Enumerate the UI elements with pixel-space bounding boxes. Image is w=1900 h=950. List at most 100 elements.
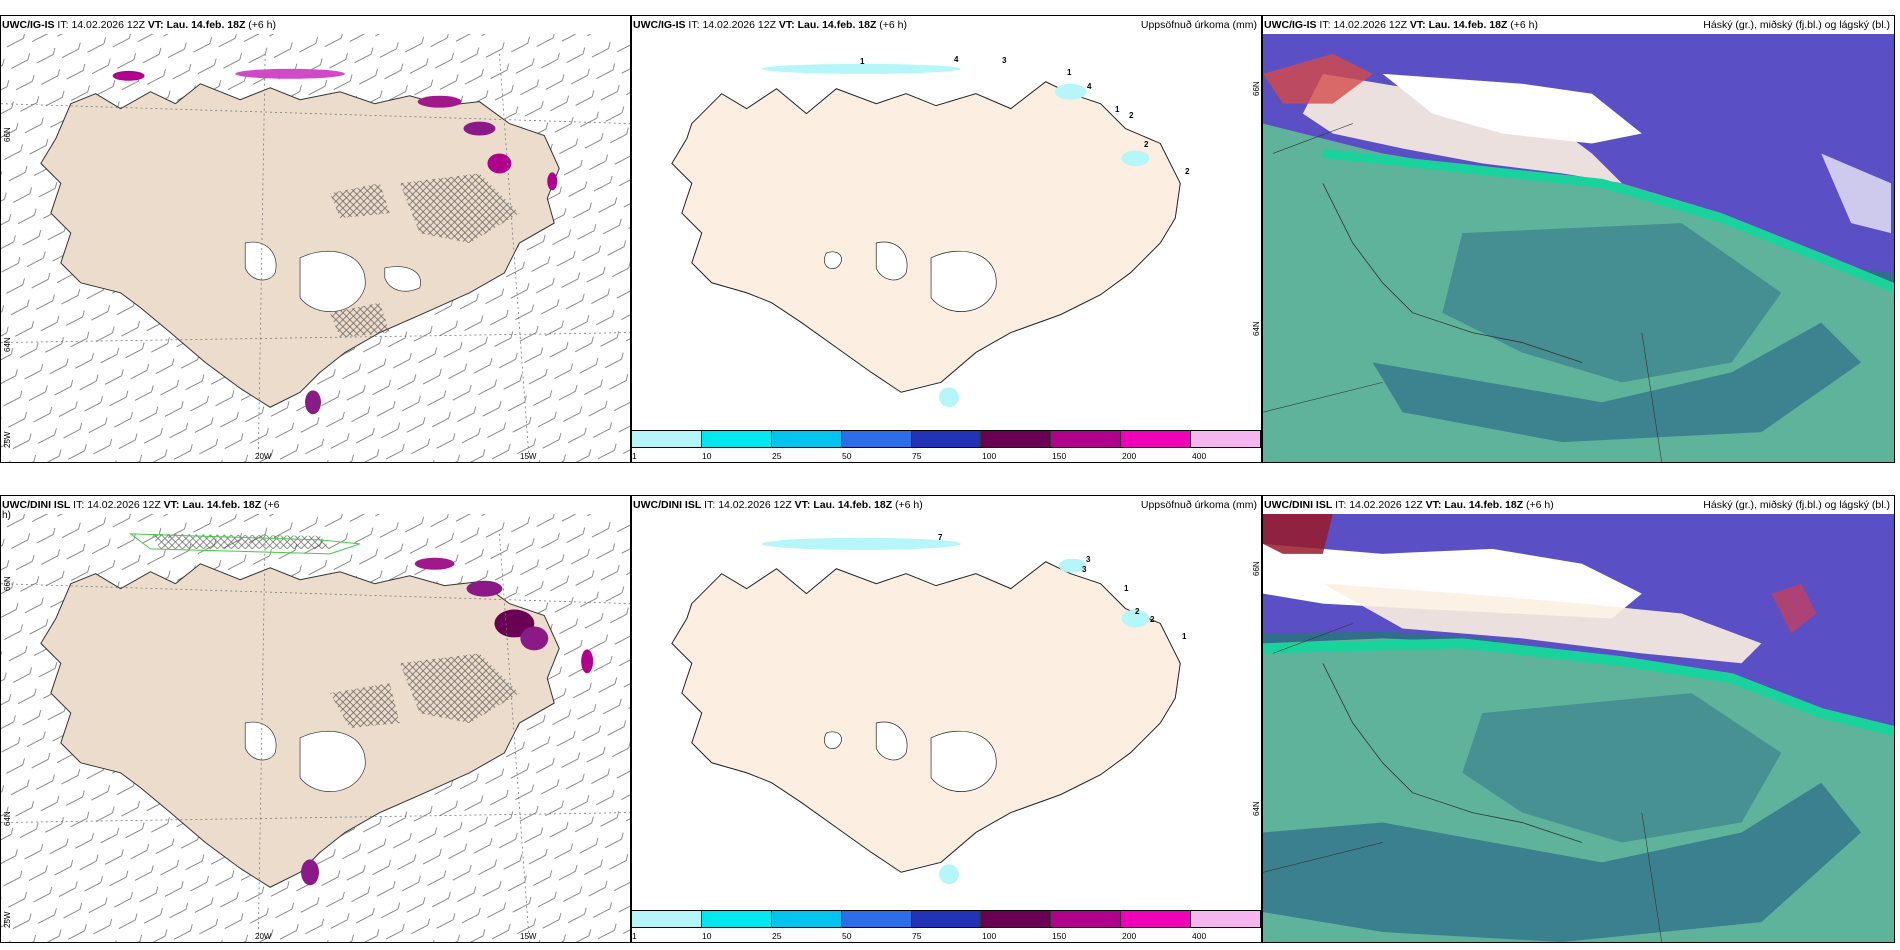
precip-label: 3 <box>1086 555 1091 564</box>
legend-swatch <box>771 911 842 927</box>
lat-label-64: 64N <box>1252 321 1261 336</box>
legend-swatch <box>911 431 982 447</box>
init-time: 14.02.2026 12Z <box>71 19 145 31</box>
lat-label-66: 66N <box>3 127 12 142</box>
legend-swatch <box>841 431 912 447</box>
valid-time: Lau. 14.feb. 18Z <box>166 19 246 31</box>
lead-time: (+6 h) <box>1510 19 1539 31</box>
init-time: 14.02.2026 12Z <box>1333 19 1407 31</box>
legend-label: 10 <box>702 451 712 461</box>
panel-title: Háský (gr.), miðský (fj.bl.) og lágský (… <box>1703 499 1890 511</box>
precip-legend-row2 <box>631 910 1261 928</box>
precip-map: 7 3 3 1 2 2 1 <box>632 514 1261 924</box>
legend-label: 200 <box>1122 931 1137 941</box>
cloud-map-panel-row2: UWC/DINI ISL IT: 14.02.2026 12Z VT: Lau.… <box>1262 495 1895 943</box>
legend-label: 50 <box>842 931 852 941</box>
init-time: 14.02.2026 12Z <box>1349 499 1423 511</box>
cloud-map-panel-row1: UWC/IG-IS IT: 14.02.2026 12Z VT: Lau. 14… <box>1262 15 1895 463</box>
cloud-map <box>1263 514 1894 942</box>
legend-label: 25 <box>772 451 782 461</box>
it-label: IT: <box>1319 19 1331 31</box>
precip-label: 2 <box>1129 111 1134 120</box>
vt-label: VT: <box>778 19 795 31</box>
vt-label: VT: <box>147 19 164 31</box>
precip-label: 3 <box>1082 565 1087 574</box>
precip-map: 1 4 3 1 4 1 2 2 2 <box>632 34 1261 444</box>
model-name: UWC/DINI ISL <box>2 499 71 511</box>
valid-time: Lau. 14.feb. 18Z <box>813 499 893 511</box>
iceland-landmass <box>671 81 1181 393</box>
legend-swatch <box>1191 911 1261 927</box>
legend-label: 75 <box>912 451 922 461</box>
init-time: 14.02.2026 12Z <box>702 19 776 31</box>
legend-swatch <box>701 431 772 447</box>
legend-swatch <box>771 431 842 447</box>
legend-label: 75 <box>912 931 922 941</box>
legend-label: 50 <box>842 451 852 461</box>
it-label: IT: <box>57 19 69 31</box>
it-label: IT: <box>688 19 700 31</box>
legend-swatch <box>701 911 772 927</box>
panel-header: UWC/DINI ISL IT: 14.02.2026 12Z VT: Lau.… <box>633 498 1257 512</box>
model-name: UWC/DINI ISL <box>633 499 702 511</box>
vt-label: VT: <box>1409 19 1426 31</box>
legend-swatch <box>1191 431 1261 447</box>
lat-label-64: 64N <box>1252 801 1261 816</box>
init-time: 14.02.2026 12Z <box>87 499 161 511</box>
iceland-landmass <box>40 83 560 408</box>
wind-map <box>1 34 630 462</box>
init-time: 14.02.2026 12Z <box>718 499 792 511</box>
panel-header: UWC/IG-IS IT: 14.02.2026 12Z VT: Lau. 14… <box>633 18 1257 32</box>
iceland-landmass <box>40 563 560 888</box>
precip-label: 1 <box>1124 584 1129 593</box>
legend-label: 150 <box>1052 451 1067 461</box>
legend-swatch <box>632 911 702 927</box>
precip-label: 1 <box>1182 632 1187 641</box>
lon-label-15: 15W <box>520 452 537 461</box>
lon-label-15: 15W <box>520 932 537 941</box>
legend-swatch <box>1121 911 1192 927</box>
legend-label: 400 <box>1192 931 1207 941</box>
panel-header: UWC/DINI ISL IT: 14.02.2026 12Z VT: Lau.… <box>2 498 626 512</box>
it-label: IT: <box>1335 499 1347 511</box>
panel-header: UWC/DINI ISL IT: 14.02.2026 12Z VT: Lau.… <box>1264 498 1890 512</box>
lat-label-66: 66N <box>1252 81 1261 96</box>
legend-label: 100 <box>982 451 997 461</box>
panel-header: UWC/IG-IS IT: 14.02.2026 12Z VT: Lau. 14… <box>2 18 626 32</box>
panel-title: Uppsöfnuð úrkoma (mm) <box>1140 19 1257 31</box>
precip-label: 1 <box>860 57 865 66</box>
legend-swatch <box>981 431 1052 447</box>
legend-swatch <box>1121 431 1192 447</box>
legend-label: 150 <box>1052 931 1067 941</box>
wind-map-panel-row1: UWC/IG-IS IT: 14.02.2026 12Z VT: Lau. 14… <box>0 15 631 463</box>
valid-time: Lau. 14.feb. 18Z <box>797 19 877 31</box>
valid-time: Lau. 14.feb. 18Z <box>1428 19 1508 31</box>
vt-label: VT: <box>163 499 180 511</box>
wind-map <box>1 514 630 942</box>
legend-label: 100 <box>982 931 997 941</box>
legend-label: 1 <box>632 931 637 941</box>
legend-label: 25 <box>772 931 782 941</box>
lead-time: (+6 h) <box>879 19 908 31</box>
legend-swatch <box>911 911 982 927</box>
legend-label: 1 <box>632 451 637 461</box>
panel-header: UWC/IG-IS IT: 14.02.2026 12Z VT: Lau. 14… <box>1264 18 1890 32</box>
lat-label-66: 66N <box>3 576 12 591</box>
legend-swatch <box>632 431 702 447</box>
precip-label: 3 <box>1002 56 1007 65</box>
legend-swatch <box>841 911 912 927</box>
precip-label: 4 <box>954 55 959 64</box>
wind-map-panel-row2: UWC/DINI ISL IT: 14.02.2026 12Z VT: Lau.… <box>0 495 631 943</box>
precip-label: 1 <box>1067 68 1072 77</box>
legend-swatch <box>1051 431 1122 447</box>
lead-time: (+6 <box>264 499 280 511</box>
lead-time: (+6 h) <box>895 499 923 511</box>
legend-label: 10 <box>702 931 712 941</box>
model-name: UWC/IG-IS <box>633 19 686 31</box>
lon-label-20: 20W <box>255 932 272 941</box>
lead-time: (+6 h) <box>248 19 277 31</box>
precip-label: 2 <box>1135 607 1140 616</box>
lon-label-20: 20W <box>255 452 272 461</box>
it-label: IT: <box>73 499 85 511</box>
model-name: UWC/DINI ISL <box>1264 499 1333 511</box>
